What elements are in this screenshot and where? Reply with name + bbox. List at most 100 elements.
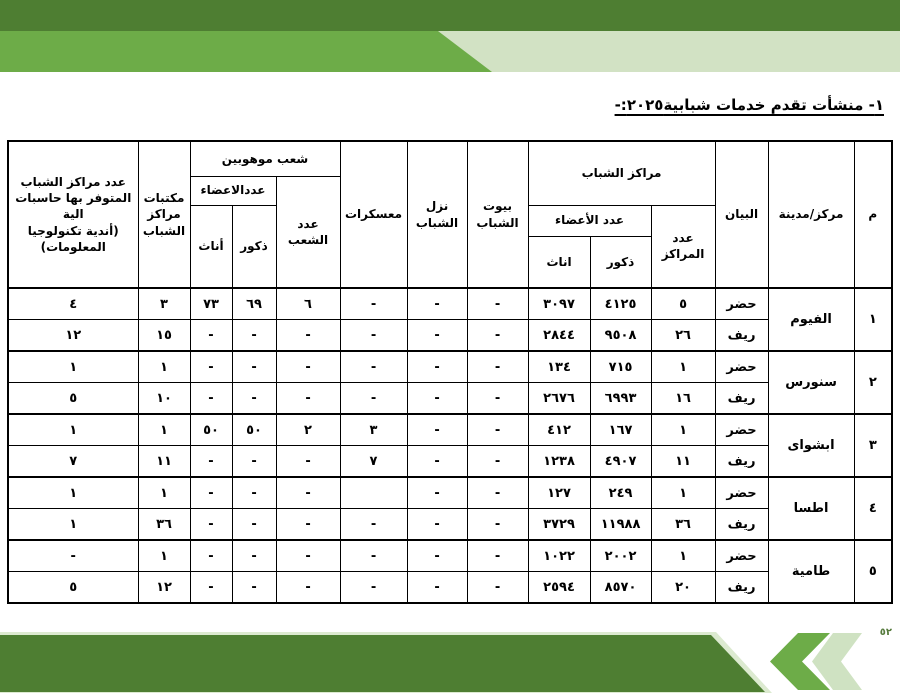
computers-cell: ١ xyxy=(7,350,139,383)
hostels-cell: - xyxy=(406,476,468,509)
t_females-cell: - xyxy=(189,539,233,572)
males-cell: ١١٩٨٨ xyxy=(589,508,652,541)
centers-cell: ٢٠ xyxy=(650,571,716,604)
page-number: ٥٢ xyxy=(879,627,892,638)
computers-cell: ٤ xyxy=(7,287,139,320)
divisions-cell: - xyxy=(275,382,341,415)
table-row: ٥ طامية حضر ١ ٢٠٠٢ ١٠٢٢- - - - - -١- xyxy=(7,539,893,604)
houses-cell: - xyxy=(466,508,529,541)
divisions-cell: ٢ xyxy=(275,413,341,446)
t_males-cell: ٥٠ xyxy=(231,413,277,446)
t_males-cell: - xyxy=(231,350,277,383)
computers-cell: ١ xyxy=(7,413,139,446)
city-cell: ابشواى xyxy=(767,413,855,478)
divisions-cell: - xyxy=(275,508,341,541)
computers-cell: ١ xyxy=(7,508,139,541)
table-row: ريف ١١ ٤٩٠٧ ١٢٣٨- -٧- - -١١ ٧ xyxy=(7,445,892,478)
t_males-cell: - xyxy=(231,539,277,572)
camps-cell: - xyxy=(339,571,408,604)
hostels-cell: - xyxy=(406,508,468,541)
col-header-center-city: مركز/مدينة xyxy=(767,140,855,289)
statement-cell: حضر xyxy=(714,350,769,383)
col-header-females: اناث xyxy=(527,235,591,289)
females-cell: ٢٦٧٦ xyxy=(527,382,591,415)
col-header-divisions-count: عدد الشعب xyxy=(275,175,341,289)
libraries-cell: ١٥ xyxy=(137,319,191,352)
t_females-cell: ٥٠ xyxy=(189,413,233,446)
statement-cell: ريف xyxy=(714,571,769,604)
col-header-statement: البيان xyxy=(714,140,769,289)
centers-cell: ١ xyxy=(650,476,716,509)
computers-cell: ٧ xyxy=(7,445,139,478)
col-header-members-count: عدد الأعضاء xyxy=(527,204,652,237)
libraries-cell: ٣٦ xyxy=(137,508,191,541)
computers-cell: ١٢ xyxy=(7,319,139,352)
houses-cell: - xyxy=(466,382,529,415)
males-cell: ٦٩٩٣ xyxy=(589,382,652,415)
col-header-camps: معسكرات xyxy=(339,140,408,289)
centers-cell: ٥ xyxy=(650,287,716,320)
centers-cell: ١ xyxy=(650,413,716,446)
centers-cell: ٣٦ xyxy=(650,508,716,541)
page-title: ١- منشأت تقدم خدمات شبابية٢٠٢٥:- xyxy=(614,96,884,114)
statement-cell: ريف xyxy=(714,382,769,415)
houses-cell: - xyxy=(466,319,529,352)
camps-cell: - xyxy=(339,382,408,415)
table-header: م مركز/مدينة البيان مراكز الشباب بيوت ال… xyxy=(7,140,893,289)
hostels-cell: - xyxy=(406,382,468,415)
females-cell: ٢٥٩٤ xyxy=(527,571,591,604)
houses-cell: - xyxy=(466,350,529,383)
hostels-cell: - xyxy=(406,539,468,572)
table-row: ريف ١٦ ٦٩٩٣ ٢٦٧٦- - - - - -١٠ ٥ xyxy=(7,382,892,415)
col-header-youth-hostels: نزل الشباب xyxy=(406,140,468,289)
computers-cell: - xyxy=(7,539,139,572)
houses-cell: - xyxy=(466,413,529,446)
females-cell: ٢٨٤٤ xyxy=(527,319,591,352)
header-row-4: ذكور اناث xyxy=(8,235,892,289)
libraries-cell: ١ xyxy=(137,413,191,446)
males-cell: ٢٠٠٢ xyxy=(589,539,652,572)
t_females-cell: - xyxy=(189,319,233,352)
divisions-cell: - xyxy=(275,445,341,478)
table-row: ريف ٢٦ ٩٥٠٨ ٢٨٤٤- - - - - -١٥ ١٢ xyxy=(7,319,892,352)
t_females-cell: - xyxy=(189,571,233,604)
t_females-cell: ٧٣ xyxy=(189,287,233,320)
t_males-cell: - xyxy=(231,445,277,478)
header-band-accent xyxy=(0,31,492,72)
houses-cell: - xyxy=(466,476,529,509)
camps-cell: ٣ xyxy=(339,413,408,446)
camps-cell: ٧ xyxy=(339,445,408,478)
t_males-cell: - xyxy=(231,508,277,541)
serial-cell: ٢ xyxy=(853,350,893,415)
females-cell: ١٢٧ xyxy=(527,476,591,509)
males-cell: ٧١٥ xyxy=(589,350,652,383)
houses-cell: - xyxy=(466,571,529,604)
libraries-cell: ١٢ xyxy=(137,571,191,604)
libraries-cell: ١١ xyxy=(137,445,191,478)
col-header-talented-females: أناث xyxy=(189,204,233,289)
libraries-cell: ١ xyxy=(137,350,191,383)
table-row: ريف ٢٠ ٨٥٧٠ ٢٥٩٤- - - - - -١٢ ٥ xyxy=(7,571,892,604)
header-row-3: عدد المراكز عدد الأعضاء ذكور أناث xyxy=(8,204,892,289)
city-cell: الفيوم xyxy=(767,287,855,352)
houses-cell: - xyxy=(466,445,529,478)
divisions-cell: ٦ xyxy=(275,287,341,320)
divisions-cell: - xyxy=(275,571,341,604)
hostels-cell: - xyxy=(406,413,468,446)
table-body: ١ الفيوم حضر ٥ ٤١٢٥ ٣٠٩٧- - -٦ ٦٩ ٧٣ ٣ ٤ ريف ٢٦ ٩٥٠٨ ٢٨… xyxy=(7,287,893,604)
libraries-cell: ٣ xyxy=(137,287,191,320)
houses-cell: - xyxy=(466,539,529,572)
statement-cell: ريف xyxy=(714,508,769,541)
col-header-males: ذكور xyxy=(589,235,652,289)
camps-cell: - xyxy=(339,508,408,541)
males-cell: ١٦٧ xyxy=(589,413,652,446)
libraries-cell: ١٠ xyxy=(137,382,191,415)
serial-cell: ١ xyxy=(853,287,893,352)
report-table: م مركز/مدينة البيان مراكز الشباب بيوت ال… xyxy=(7,140,894,604)
camps-cell: - xyxy=(339,287,408,320)
females-cell: ٣٧٢٩ xyxy=(527,508,591,541)
houses-cell: - xyxy=(466,287,529,320)
table-row: ١ الفيوم حضر ٥ ٤١٢٥ ٣٠٩٧- - -٦ ٦٩ ٧٣ ٣ ٤ xyxy=(7,287,893,352)
table-row: ٤ اطسا حضر ١ ٢٤٩ ١٢٧- - - - -١ ١ xyxy=(7,476,893,541)
col-header-libraries: مكتبات مراكز الشباب xyxy=(137,140,191,289)
